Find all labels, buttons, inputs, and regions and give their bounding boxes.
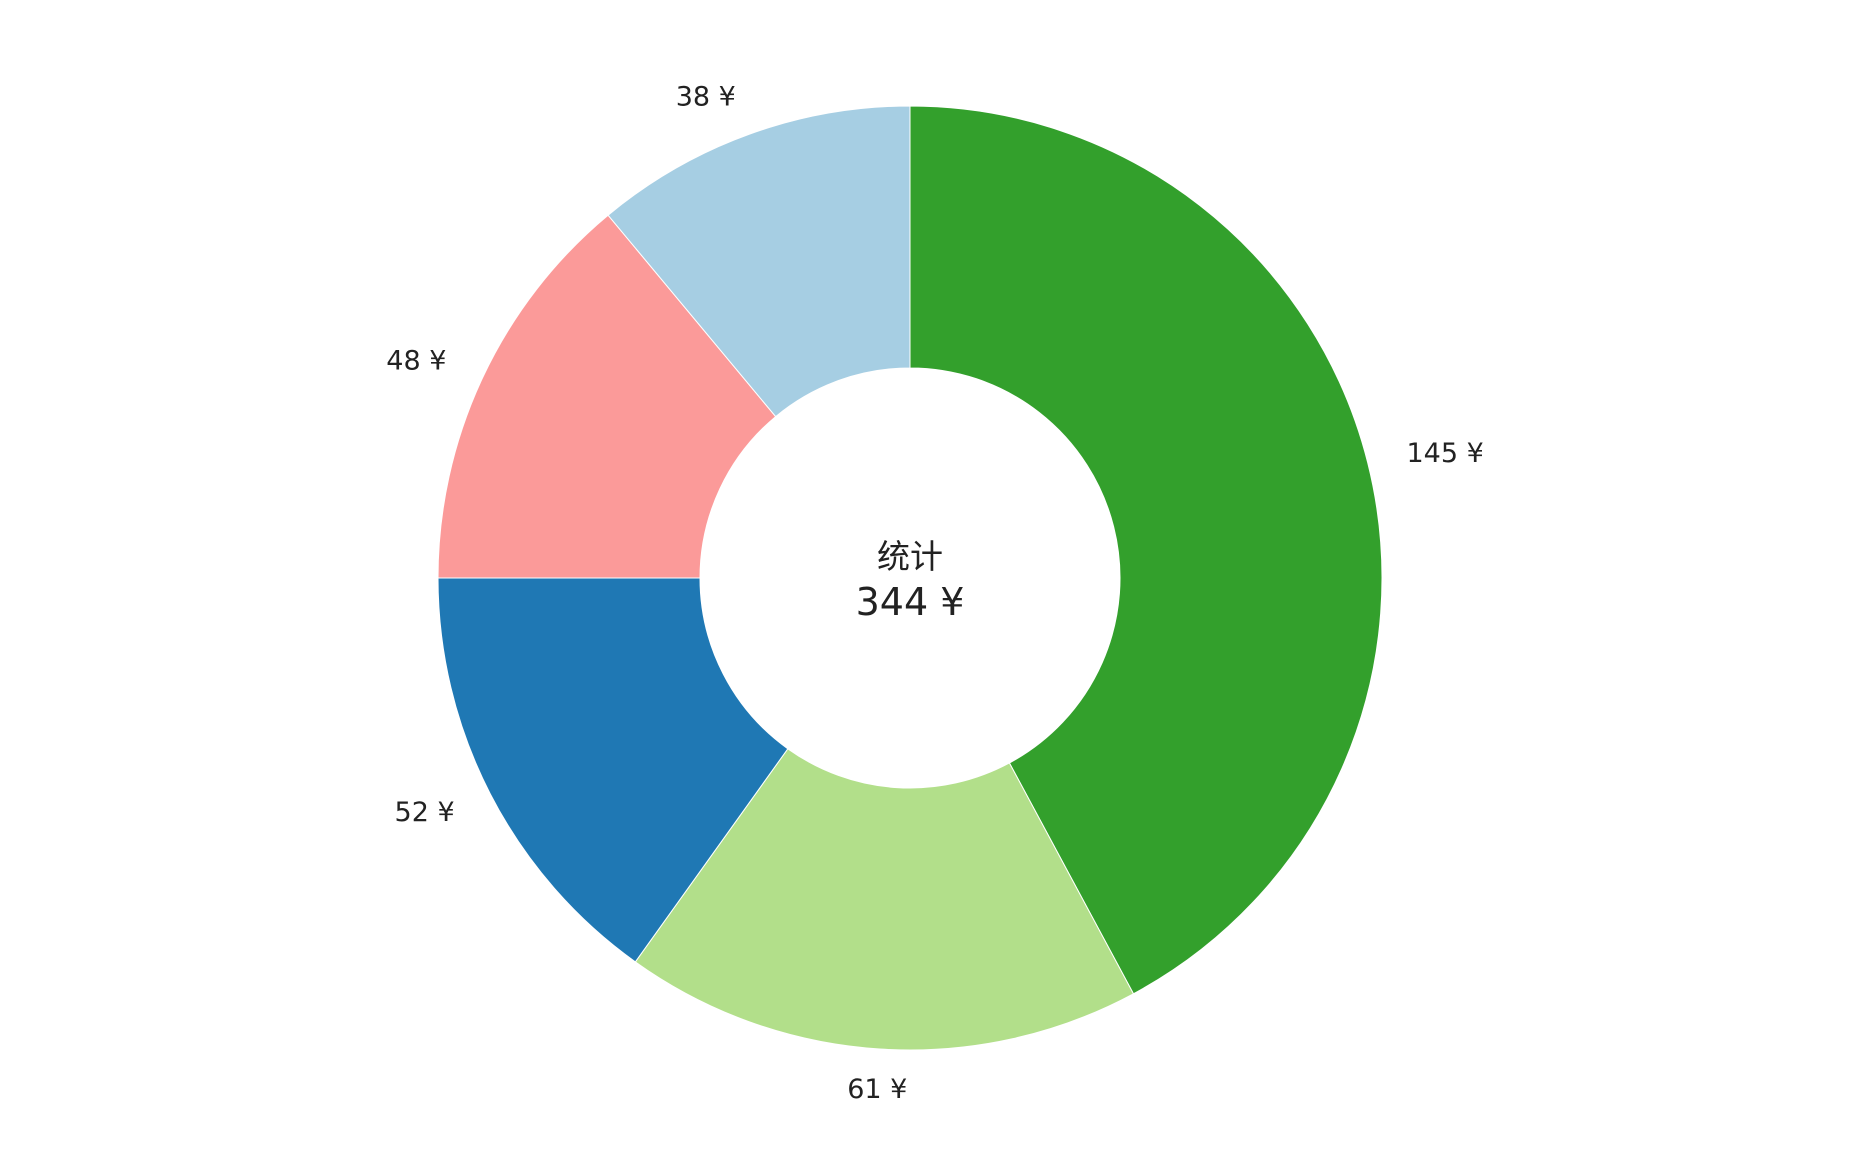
- center-total: 344 ¥: [856, 580, 965, 624]
- donut-slice-0: [909, 105, 1383, 995]
- slice-label-1: 61 ¥: [847, 1074, 907, 1105]
- labels-layer: 145 ¥ 61 ¥ 52 ¥ 48 ¥ 38 ¥: [386, 82, 1484, 1105]
- slice-label-0: 145 ¥: [1407, 438, 1484, 469]
- donut-slice-4: [607, 105, 911, 418]
- slices-layer: [437, 105, 1383, 1051]
- donut-slice-1: [634, 748, 1135, 1051]
- slice-label-2: 52 ¥: [395, 797, 455, 828]
- donut-slice-2: [437, 577, 789, 963]
- slice-label-4: 38 ¥: [676, 82, 736, 113]
- center-title: 统计: [877, 537, 943, 576]
- donut-slice-3: [437, 214, 777, 579]
- slice-label-3: 48 ¥: [386, 346, 446, 377]
